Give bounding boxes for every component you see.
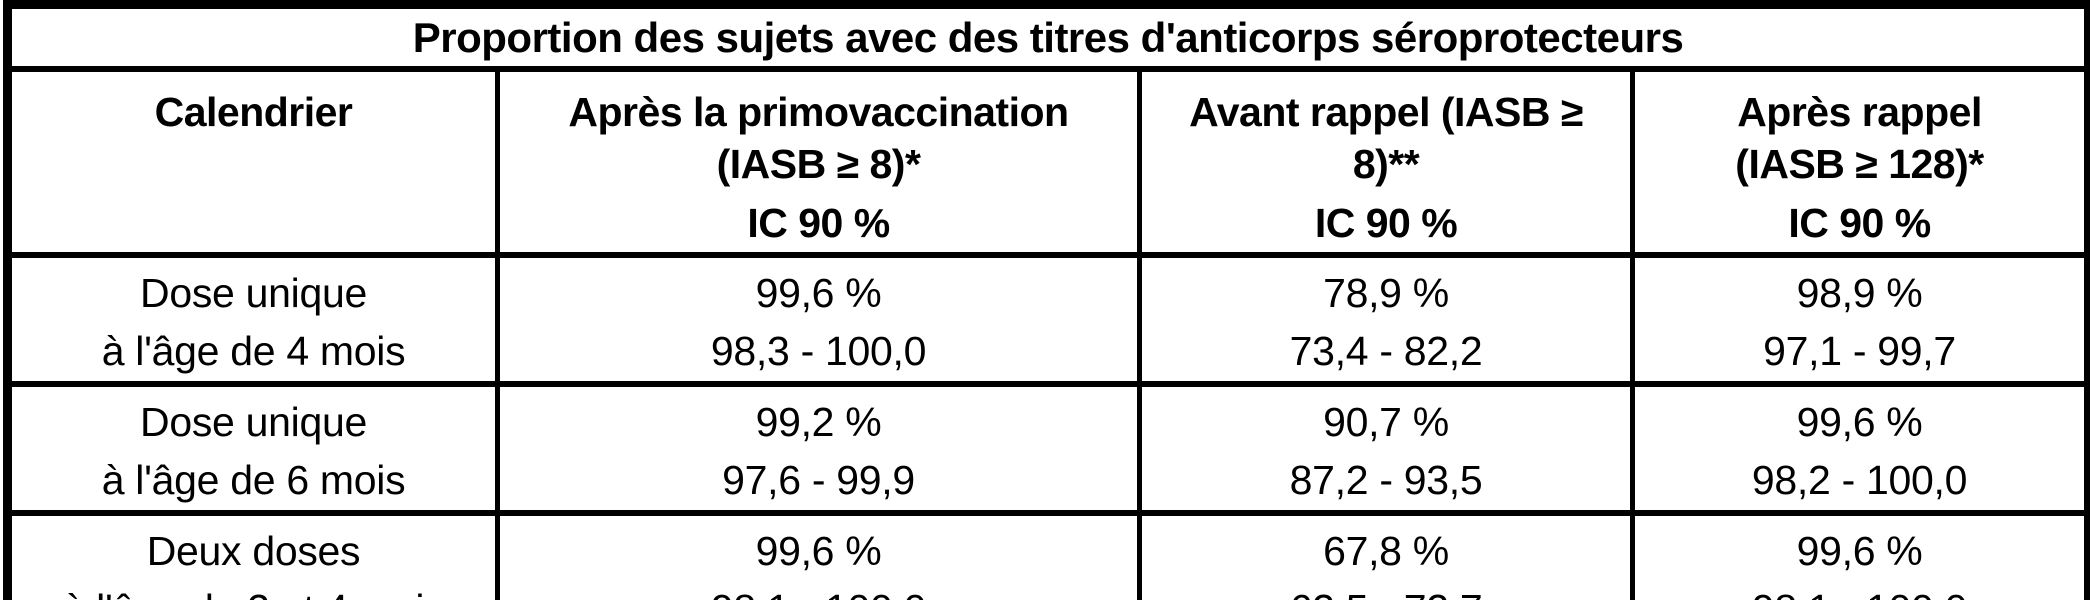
value-cell: 99,6 % 98,1 - 100,0	[1629, 510, 2090, 600]
header-after-primary-label: Après la primovaccination (IASB ≥ 8)*	[568, 89, 1069, 187]
confidence-interval: 98,1 - 100,0	[1635, 580, 2084, 600]
header-after-booster: Après rappel (IASB ≥ 128)* IC 90 %	[1629, 66, 2090, 258]
table-header-row: Calendrier Après la primovaccination (IA…	[5, 66, 2090, 258]
value-cell: 67,8 % 62,5 - 72,7	[1137, 510, 1635, 600]
percentage-value: 99,2 %	[755, 399, 882, 445]
confidence-interval: 98,2 - 100,0	[1751, 457, 1968, 503]
header-after-booster-label: Après rappel (IASB ≥ 128)*	[1735, 89, 1984, 187]
schedule-dose: Dose unique	[140, 270, 367, 316]
value-cell: 78,9 % 73,4 - 82,2	[1137, 252, 1635, 387]
schedule-cell: Deux doses à l'âge de 2 et 4 mois	[5, 510, 500, 600]
value-cell: 99,6 % 98,2 - 100,0	[1629, 381, 2090, 516]
table-row: Dose unique à l'âge de 6 mois 99,2 % 97,…	[5, 381, 2090, 516]
table-title-row: Proportion des sujets avec des titres d'…	[4, 1, 2090, 72]
value-cell: 99,6 % 98,1 - 100,0	[495, 510, 1142, 600]
header-after-primary-ci: IC 90 %	[747, 200, 890, 246]
schedule-cell: Dose unique à l'âge de 6 mois	[5, 381, 500, 516]
header-before-booster-ci: IC 90 %	[1314, 200, 1458, 246]
confidence-interval: 87,2 - 93,5	[1289, 457, 1483, 503]
value-cell: 99,2 % 97,6 - 99,9	[495, 381, 1142, 516]
header-after-booster-ci: IC 90 %	[1788, 200, 1931, 246]
schedule-age: à l'âge de 6 mois	[101, 457, 406, 503]
confidence-interval: 97,6 - 99,9	[722, 457, 915, 503]
schedule-dose: Dose unique	[140, 399, 367, 445]
value-cell: 99,6 % 98,3 - 100,0	[495, 252, 1142, 387]
percentage-value: 99,6 %	[755, 528, 882, 574]
value-cell: 98,9 % 97,1 - 99,7	[1629, 252, 2090, 387]
header-before-booster: Avant rappel (IASB ≥ 8)** IC 90 %	[1137, 66, 1635, 258]
header-before-booster-label: Avant rappel (IASB ≥ 8)**	[1189, 89, 1583, 187]
percentage-value: 90,7 %	[1323, 399, 1449, 445]
schedule-dose: Deux doses	[146, 528, 361, 574]
header-after-primary: Après la primovaccination (IASB ≥ 8)* IC…	[495, 66, 1142, 258]
seroprotection-table: Proportion des sujets avec des titres d'…	[3, 0, 2090, 600]
table-title: Proportion des sujets avec des titres d'…	[4, 1, 2090, 72]
header-schedule: Calendrier	[5, 66, 500, 258]
confidence-interval: 98,1 - 100,0	[500, 580, 1137, 600]
percentage-value: 99,6 %	[1796, 399, 1923, 445]
header-schedule-label: Calendrier	[154, 89, 353, 135]
percentage-value: 98,9 %	[1796, 270, 1923, 316]
percentage-value: 99,6 %	[1796, 528, 1923, 574]
schedule-age: à l'âge de 2 et 4 mois	[12, 580, 495, 600]
confidence-interval: 97,1 - 99,7	[1763, 328, 1956, 374]
value-cell: 90,7 % 87,2 - 93,5	[1137, 381, 1635, 516]
percentage-value: 67,8 %	[1323, 528, 1449, 574]
percentage-value: 78,9 %	[1323, 270, 1449, 316]
schedule-cell: Dose unique à l'âge de 4 mois	[5, 252, 500, 387]
confidence-interval: 98,3 - 100,0	[710, 328, 927, 374]
confidence-interval: 73,4 - 82,2	[1289, 328, 1483, 374]
schedule-age: à l'âge de 4 mois	[101, 328, 406, 374]
table-row: Deux doses à l'âge de 2 et 4 mois 99,6 %…	[5, 510, 2090, 600]
percentage-value: 99,6 %	[755, 270, 882, 316]
table-row: Dose unique à l'âge de 4 mois 99,6 % 98,…	[5, 252, 2090, 387]
confidence-interval: 62,5 - 72,7	[1142, 580, 1630, 600]
